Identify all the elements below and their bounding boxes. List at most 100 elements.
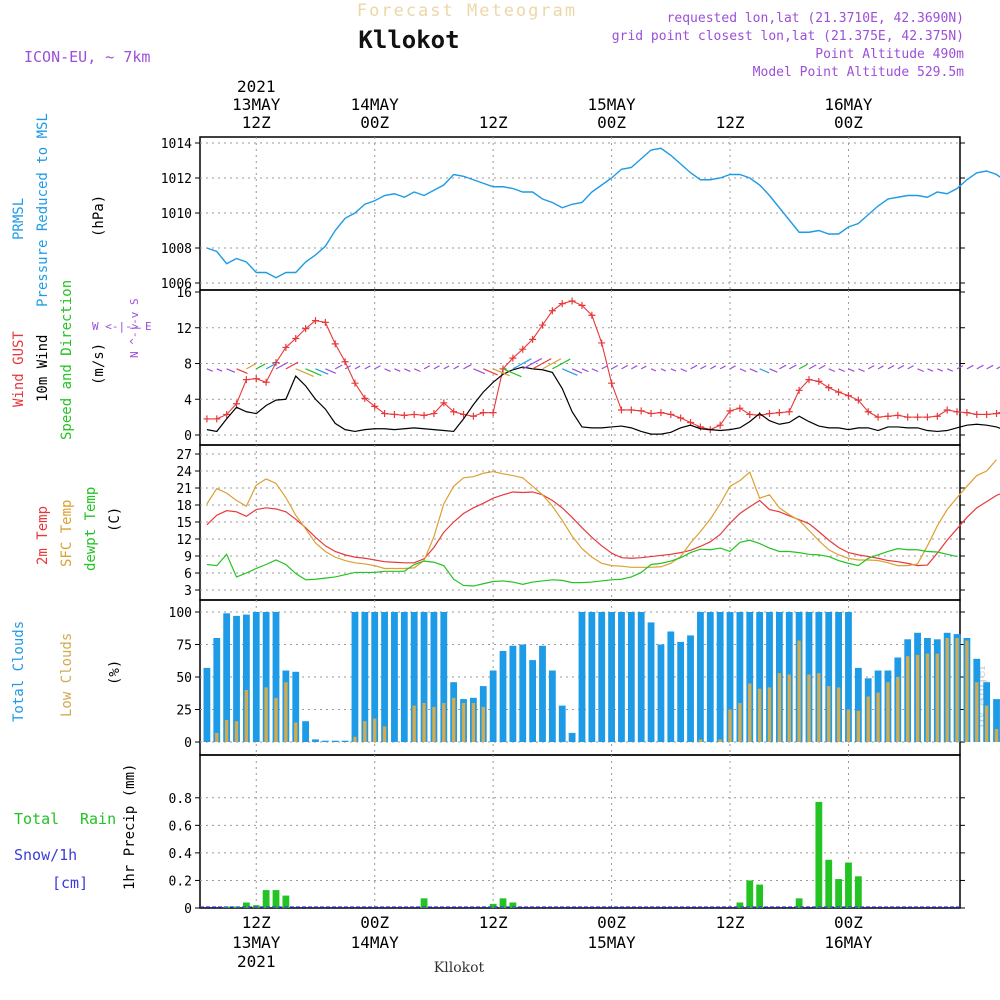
legend-snow: Snow/1h [14,846,77,864]
low-cloud-bar [451,697,456,742]
top-time-label: 00Z [360,113,389,132]
gust-marker [963,409,971,417]
wind-direction-arrow [325,368,337,374]
footer-location: Kllokot [434,960,485,976]
y-axis-label: Speed and Direction [59,280,75,440]
top-date-label: 14MAY [351,95,400,114]
low-cloud-bar [836,687,841,742]
rain-bar [746,880,754,908]
wind-direction-arrow [344,365,351,370]
y-tick-label: 100 [169,606,192,621]
low-cloud-bar [905,656,910,742]
gust-marker [933,412,941,420]
low-cloud-bar [422,703,426,742]
gust-marker [825,384,833,392]
total-cloud-bar [845,612,852,742]
low-cloud-bar [748,683,752,742]
wind-direction-arrow [937,368,943,372]
total-cloud-bar [440,612,448,742]
gust-marker [341,358,349,366]
low-cloud-bar [994,729,999,742]
low-cloud-bar [846,709,851,742]
total-cloud-bar [321,740,329,742]
low-cloud-bar [896,677,900,742]
pressure-panel: 1006 1008 1010 1012 1014 PRMSL Pressure Reduce… [11,113,1000,307]
top-time-label: 12Z [479,113,508,132]
bottom-date-label: 16MAY [824,933,873,952]
top-year-label: 2021 [237,77,276,96]
wind-direction-arrow [226,368,236,373]
total-cloud-bar [608,612,615,742]
low-cloud-bar [984,705,989,742]
y-axis-label: Total Clouds [11,621,27,722]
rain-bar [262,890,270,908]
total-cloud-bar [242,614,250,742]
wind-direction-arrow [591,368,599,373]
wind-direction-arrow [246,363,257,370]
wind-direction-arrow [680,368,688,373]
gust-marker [371,402,379,410]
bottom-date-label: 15MAY [587,933,636,952]
gust-marker [904,413,912,421]
y-axis-label: 2m Temp [35,506,51,565]
low-cloud-bar [925,653,930,742]
gust-marker [716,421,724,429]
wind-direction-arrow [966,364,974,370]
low-cloud-bar [412,705,416,742]
total-cloud-bar [578,612,586,742]
total-cloud-bar [391,612,398,742]
total-cloud-bar [312,739,319,742]
gust-marker [321,318,329,326]
gust-marker [489,409,497,417]
y-tick-label: 0 [184,902,192,917]
total-cloud-bar [509,645,517,742]
low-cloud-bar [777,673,782,742]
wind-direction-arrow [828,368,836,373]
wind-direction-arrow [858,368,865,373]
y-tick-label: 27 [176,448,192,463]
gust-marker [538,321,546,329]
bottom-time-label: 00Z [597,913,626,932]
gust-marker [608,379,616,387]
total-cloud-bar [993,699,1000,742]
total-cloud-bar [272,612,280,742]
low-cloud-bar [827,686,831,742]
y-tick-label: 4 [184,393,192,408]
wind-direction-arrow [374,365,381,370]
total-cloud-bar [341,740,349,742]
total-cloud-bar [499,651,507,742]
wind-direction-arrow [285,361,299,370]
low-cloud-bar [373,718,377,742]
total-cloud-bar [618,612,625,742]
bottom-time-label: 12Z [716,913,745,932]
low-cloud-bar [698,739,703,742]
wind-direction-arrow [779,364,787,370]
low-cloud-bar [955,638,959,742]
rain-bar [795,898,803,908]
gust-marker [302,325,310,333]
total-cloud-bar [588,612,596,742]
y-tick-label: 12 [176,533,192,548]
wind-direction-arrow [650,368,657,372]
wind-panel: 0 4 8 12 16 Wind GUST 10m Wind Speed and Direct… [11,280,1000,446]
y-tick-label: 1008 [161,242,192,257]
wind-direction-arrow [887,364,895,370]
gust-marker [923,413,931,421]
total-cloud-bar [262,612,270,742]
bottom-time-label: 12Z [479,913,508,932]
wind-direction-arrow [542,358,562,370]
temp-line-1 [206,459,997,570]
gust-marker [440,399,448,407]
wind-direction-arrow [729,365,736,370]
low-cloud-bar [817,673,821,742]
low-cloud-bar [244,690,249,742]
wind-direction-arrow [423,365,431,370]
total-cloud-bar [223,613,231,742]
y-tick-label: 0 [184,429,192,444]
total-cloud-bar [697,612,704,742]
requested-coords: requested lon,lat (21.3710E, 42.3690N) [667,11,964,26]
y-axis-label: Low Clouds [59,633,75,717]
gust-marker [894,411,902,419]
low-cloud-bar [363,721,367,742]
gust-marker [400,411,408,419]
